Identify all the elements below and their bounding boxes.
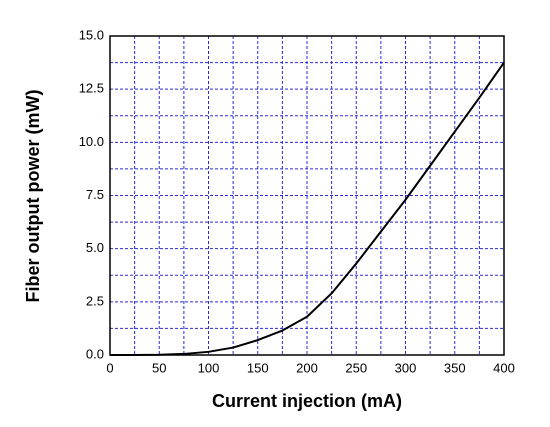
plot-frame (109, 35, 505, 356)
x-tick-label: 200 (296, 360, 318, 375)
y-tick-label: 0.0 (86, 346, 104, 361)
y-axis-label: Fiber output power (mW) (23, 90, 43, 303)
y-tick-label: 5.0 (86, 240, 104, 255)
x-tick-label: 400 (493, 360, 515, 375)
line-series (110, 62, 505, 356)
y-tick-label: 10.0 (79, 134, 104, 149)
x-tick-label: 300 (395, 360, 417, 375)
x-tick-label: 250 (345, 360, 367, 375)
y-tick-label: 2.5 (86, 293, 104, 308)
x-tick-label: 0 (106, 360, 113, 375)
y-tick-label: 15.0 (79, 27, 104, 42)
y-tick-label: 12.5 (79, 81, 104, 96)
x-tick-label: 50 (152, 360, 166, 375)
x-tick-label: 100 (198, 360, 220, 375)
y-tick-label: 7.5 (86, 187, 104, 202)
x-tick-label: 150 (247, 360, 269, 375)
x-tick-label: 350 (444, 360, 466, 375)
x-axis-label: Current injection (mA) (212, 391, 402, 411)
